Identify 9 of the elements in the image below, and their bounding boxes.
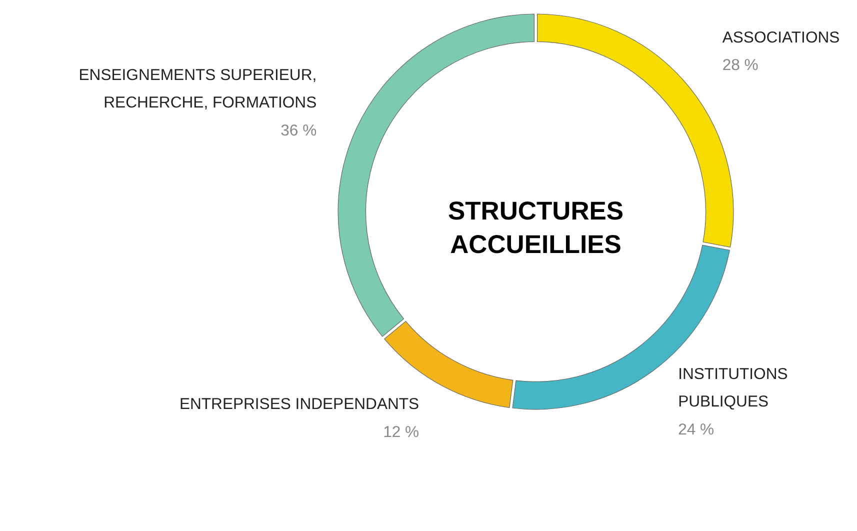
slice-label: ASSOCIATIONS bbox=[722, 29, 840, 46]
data-label: 28 % bbox=[722, 57, 758, 74]
slice-label: ENTREPRISES INDEPENDANTS bbox=[179, 396, 420, 414]
slice-label: INSTITUTIONS PUBLIQUES bbox=[678, 366, 788, 411]
data-label: 36 % bbox=[280, 122, 317, 140]
text: STRUCTURES ACCUEILLIES bbox=[448, 198, 624, 260]
data-label: 12 % bbox=[383, 424, 420, 441]
data-label: 24 % bbox=[678, 421, 714, 438]
slice-label: ENSEIGNEMENTS SUPERIEUR, RECHERCHE, FORMATIONS bbox=[78, 66, 317, 112]
